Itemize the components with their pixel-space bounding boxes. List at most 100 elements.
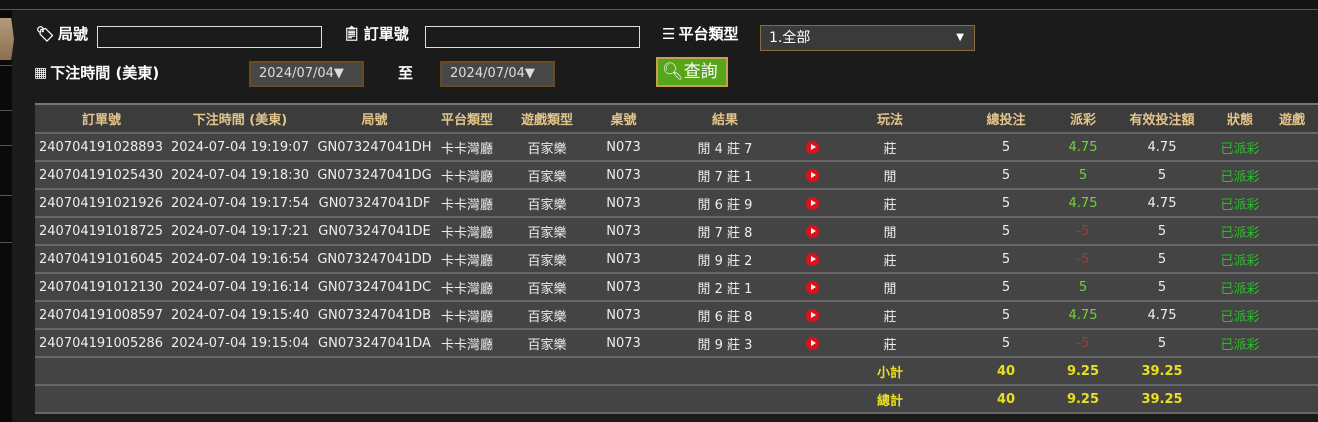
platform-cell: 卡卡灣廳: [437, 273, 497, 302]
table-row: 240704191005286 2024-07-04 19:15:04 GN0732…: [35, 329, 1318, 358]
play-video-icon[interactable]: [805, 196, 819, 210]
date-to-select[interactable]: 2024/07/04▼: [440, 61, 555, 87]
table-no-cell: N073: [597, 189, 650, 218]
bet-time-cell: 2024-07-04 19:18:30: [168, 161, 312, 190]
table-row: 240704191018725 2024-07-04 19:17:21 GN0732…: [35, 217, 1318, 246]
tag-icon: 🏷︎: [36, 24, 56, 43]
column-header: 遊戲: [1266, 104, 1318, 134]
play-video-icon[interactable]: [805, 336, 819, 350]
play-video-icon[interactable]: [805, 252, 819, 266]
time-label: ▦ 下注時間 (美東): [34, 64, 160, 82]
game-type-cell: 百家樂: [497, 273, 597, 302]
order-no-cell: 240704191028893: [35, 133, 168, 162]
table-row: 240704191016045 2024-07-04 19:16:54 GN0732…: [35, 245, 1318, 274]
platform-cell: 卡卡灣廳: [437, 245, 497, 274]
game-cell: [1266, 133, 1318, 162]
replay-cell[interactable]: [800, 161, 824, 190]
play-video-icon[interactable]: [805, 168, 819, 182]
bet-type-cell: 閒: [824, 217, 956, 246]
play-video-icon[interactable]: [805, 224, 819, 238]
column-header: 訂單號: [35, 104, 168, 134]
result-cell: 閒 7 莊 1: [650, 161, 800, 190]
round-input[interactable]: [97, 26, 322, 48]
column-header: 下注時間 (美東): [168, 104, 312, 134]
round-no-cell: GN073247041DG: [312, 161, 437, 190]
order-no-cell: 240704191005286: [35, 329, 168, 358]
total-bet-cell: 5: [956, 133, 1056, 162]
dropdown-arrow-icon: ▼: [956, 32, 964, 43]
subtotal-row: 小計 40 9.25 39.25: [35, 357, 1318, 386]
sidebar-active-tab[interactable]: [0, 18, 14, 60]
column-header: 總投注: [956, 104, 1056, 134]
valid-bet-cell: 5: [1110, 161, 1214, 190]
total-payout: 9.25: [1056, 385, 1110, 414]
replay-cell[interactable]: [800, 189, 824, 218]
game-cell: [1266, 273, 1318, 302]
bet-records-table: 訂單號 下注時間 (美東) 局號 平台類型 遊戲類型 桌號 結果 玩法 總投注 派彩 有效投注額 狀態…: [35, 103, 1318, 414]
valid-bet-cell: 5: [1110, 245, 1214, 274]
total-row: 總計 40 9.25 39.25: [35, 385, 1318, 414]
query-button[interactable]: 🔍︎查詢: [656, 57, 728, 87]
result-cell: 閒 6 莊 8: [650, 301, 800, 330]
round-no-cell: GN073247041DD: [312, 245, 437, 274]
payout-cell: 4.75: [1056, 301, 1110, 330]
round-label: 🏷︎ 局號: [36, 24, 89, 44]
subtotal-label: 小計: [824, 357, 956, 386]
payout-cell: 5: [1056, 161, 1110, 190]
column-header: 派彩: [1056, 104, 1110, 134]
platform-cell: 卡卡灣廳: [437, 217, 497, 246]
bet-type-cell: 莊: [824, 329, 956, 358]
bet-type-cell: 閒: [824, 161, 956, 190]
game-cell: [1266, 161, 1318, 190]
column-header: 平台類型: [437, 104, 497, 134]
valid-bet-cell: 5: [1110, 273, 1214, 302]
payout-cell: 5: [1056, 273, 1110, 302]
order-no-cell: 240704191025430: [35, 161, 168, 190]
platform-cell: 卡卡灣廳: [437, 161, 497, 190]
table-row: 240704191012130 2024-07-04 19:16:14 GN0732…: [35, 273, 1318, 302]
platform-cell: 卡卡灣廳: [437, 189, 497, 218]
payout-cell: -5: [1056, 217, 1110, 246]
payout-cell: 4.75: [1056, 133, 1110, 162]
replay-cell[interactable]: [800, 329, 824, 358]
bet-type-cell: 莊: [824, 133, 956, 162]
valid-bet-cell: 5: [1110, 329, 1214, 358]
column-header: 狀態: [1214, 104, 1266, 134]
order-input[interactable]: [425, 26, 640, 48]
total-bet-cell: 5: [956, 273, 1056, 302]
top-bar: [0, 0, 1318, 10]
bet-time-cell: 2024-07-04 19:15:40: [168, 301, 312, 330]
bet-time-cell: 2024-07-04 19:16:14: [168, 273, 312, 302]
date-from-select[interactable]: 2024/07/04▼: [249, 61, 364, 87]
replay-cell[interactable]: [800, 245, 824, 274]
bet-time-cell: 2024-07-04 19:16:54: [168, 245, 312, 274]
bet-type-cell: 莊: [824, 245, 956, 274]
replay-cell[interactable]: [800, 273, 824, 302]
total-bet-cell: 5: [956, 217, 1056, 246]
total-valid: 39.25: [1110, 385, 1214, 414]
replay-cell[interactable]: [800, 133, 824, 162]
result-cell: 閒 9 莊 2: [650, 245, 800, 274]
order-no-cell: 240704191018725: [35, 217, 168, 246]
game-type-cell: 百家樂: [497, 245, 597, 274]
platform-select[interactable]: 1.全部 ▼: [760, 25, 975, 51]
bet-type-cell: 莊: [824, 189, 956, 218]
table-row: 240704191008597 2024-07-04 19:15:40 GN0732…: [35, 301, 1318, 330]
table-row: 240704191021926 2024-07-04 19:17:54 GN0732…: [35, 189, 1318, 218]
game-cell: [1266, 245, 1318, 274]
status-cell: 已派彩: [1214, 329, 1266, 358]
replay-cell[interactable]: [800, 217, 824, 246]
status-cell: 已派彩: [1214, 189, 1266, 218]
replay-cell[interactable]: [800, 301, 824, 330]
play-video-icon[interactable]: [805, 280, 819, 294]
bet-time-cell: 2024-07-04 19:17:21: [168, 217, 312, 246]
play-video-icon[interactable]: [805, 140, 819, 154]
total-bet-cell: 5: [956, 161, 1056, 190]
list-icon: ☰: [662, 24, 676, 43]
play-video-icon[interactable]: [805, 308, 819, 322]
round-no-cell: GN073247041DA: [312, 329, 437, 358]
game-cell: [1266, 329, 1318, 358]
column-header: 有效投注額: [1110, 104, 1214, 134]
status-cell: 已派彩: [1214, 301, 1266, 330]
payout-cell: -5: [1056, 329, 1110, 358]
